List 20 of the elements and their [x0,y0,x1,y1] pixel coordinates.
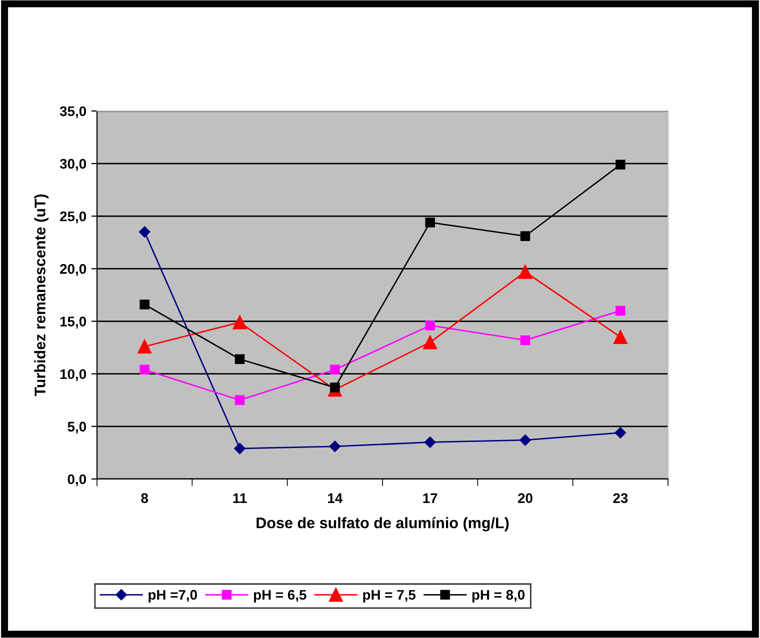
y-tick-label: 35,0 [60,106,86,118]
y-tick-label: 10,0 [60,369,86,382]
x-tick-label: 17 [423,493,438,503]
legend-label: pH = 8,0 [472,590,525,602]
y-tick-label: 15,0 [60,316,86,328]
legend-label: pH =7,0 [148,590,197,602]
y-tick-label: 5,0 [68,422,86,434]
x-tick-label: 20 [518,493,532,504]
x-tick-label: 14 [328,493,343,503]
y-axis-title: Turbidez remanescente (uT) [34,194,48,396]
x-tick-label: 23 [613,493,628,504]
y-tick-label: 20,0 [60,264,86,276]
legend-label: pH = 6,5 [254,590,306,602]
y-tick-label: 30,0 [60,158,86,171]
y-tick-label: 0,0 [68,474,86,486]
x-tick-label: 11 [233,493,247,503]
y-tick-label: 25,0 [60,211,86,224]
x-tick-label: 8 [141,493,148,504]
x-axis-title: Dose de sulfato de alumínio (mg/L) [256,516,509,532]
legend-label: pH = 7,5 [363,590,416,602]
